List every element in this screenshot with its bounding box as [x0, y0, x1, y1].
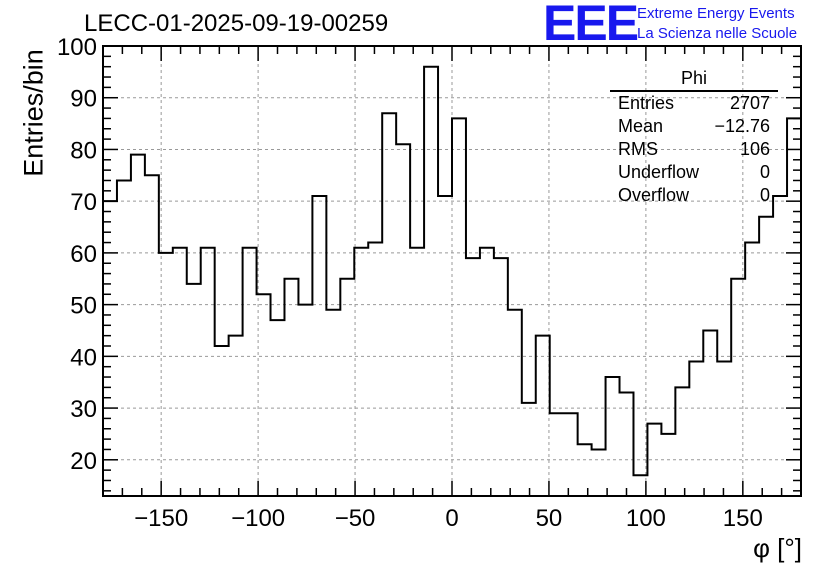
x-tick-label: 50	[536, 505, 563, 532]
stats-box-title: Phi	[680, 68, 708, 88]
x-tick-label: 150	[723, 505, 763, 532]
x-axis-label: φ [°]	[753, 533, 802, 563]
y-tick-label: 40	[70, 344, 97, 371]
stats-overflow-label: Overflow	[618, 185, 690, 205]
logo-caption-line1: Extreme Energy Events	[637, 5, 795, 22]
stats-entries-value: 2707	[729, 93, 770, 113]
stats-overflow-value: 0	[759, 185, 770, 205]
y-tick-label: 70	[70, 189, 97, 216]
plot-frame	[102, 45, 802, 497]
y-tick-label: 80	[70, 137, 97, 164]
axis-ticks	[102, 45, 802, 496]
y-tick-label: 100	[57, 34, 97, 61]
tick-labels: −150 −100 −50 0 50 100 150 20 30 40 50 60 70 80 90 100	[57, 34, 763, 532]
y-tick-label: 50	[70, 293, 97, 320]
histogram-line	[103, 65, 801, 477]
y-tick-label: 30	[70, 396, 97, 423]
stats-mean-label: Mean	[618, 116, 664, 136]
x-tick-label: 100	[626, 505, 666, 532]
stats-rms-value: 106	[739, 139, 770, 159]
y-tick-label: 90	[70, 86, 97, 113]
stats-underflow-value: 0	[759, 162, 770, 182]
x-tick-label: −150	[134, 505, 188, 532]
grid-lines	[103, 45, 801, 496]
stats-entries-label: Entries	[618, 93, 675, 113]
eee-logo: EEE	[543, 0, 639, 51]
x-tick-label: −100	[231, 505, 285, 532]
logo-caption-line2: La Scienza nelle Scuole	[637, 25, 798, 42]
stats-rms-label: RMS	[618, 139, 658, 159]
y-tick-label: 20	[70, 448, 97, 475]
stats-mean-value: −12.76	[714, 116, 770, 136]
chart-title: LECC-01-2025-09-19-00259	[84, 10, 389, 37]
stats-underflow-label: Underflow	[618, 162, 700, 182]
x-tick-label: 0	[445, 505, 458, 532]
x-tick-label: −50	[335, 505, 376, 532]
y-tick-label: 60	[70, 241, 97, 268]
